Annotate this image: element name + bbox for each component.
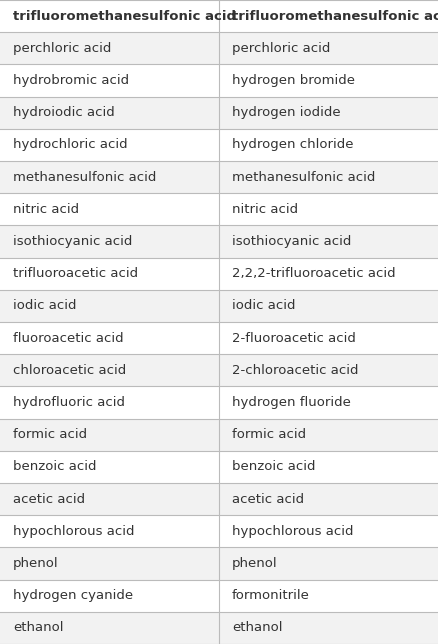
Bar: [0, 258, 219, 290]
Text: isothiocyanic acid: isothiocyanic acid: [13, 235, 133, 248]
Text: trifluoroacetic acid: trifluoroacetic acid: [13, 267, 138, 280]
Text: benzoic acid: benzoic acid: [232, 460, 316, 473]
Bar: [0, 547, 219, 580]
Bar: [0, 580, 219, 612]
Bar: [0, 354, 219, 386]
Text: hydrobromic acid: hydrobromic acid: [13, 74, 129, 87]
Bar: [219, 515, 438, 547]
Bar: [219, 258, 438, 290]
Bar: [219, 193, 438, 225]
Text: fluoroacetic acid: fluoroacetic acid: [13, 332, 124, 345]
Bar: [219, 547, 438, 580]
Text: 2,2,2-trifluoroacetic acid: 2,2,2-trifluoroacetic acid: [232, 267, 396, 280]
Text: ethanol: ethanol: [13, 621, 64, 634]
Bar: [219, 64, 438, 97]
Bar: [219, 290, 438, 322]
Text: hydrochloric acid: hydrochloric acid: [13, 138, 128, 151]
Text: hydrogen bromide: hydrogen bromide: [232, 74, 355, 87]
Text: 2-fluoroacetic acid: 2-fluoroacetic acid: [232, 332, 356, 345]
Bar: [219, 483, 438, 515]
Bar: [0, 64, 219, 97]
Text: hypochlorous acid: hypochlorous acid: [13, 525, 134, 538]
Text: formic acid: formic acid: [232, 428, 306, 441]
Text: hydrogen cyanide: hydrogen cyanide: [13, 589, 133, 602]
Text: 2-chloroacetic acid: 2-chloroacetic acid: [232, 364, 359, 377]
Text: hydrofluoric acid: hydrofluoric acid: [13, 396, 125, 409]
Text: perchloric acid: perchloric acid: [232, 42, 331, 55]
Bar: [0, 515, 219, 547]
Bar: [219, 97, 438, 129]
Bar: [0, 32, 219, 64]
Text: chloroacetic acid: chloroacetic acid: [13, 364, 127, 377]
Bar: [0, 161, 219, 193]
Bar: [0, 0, 219, 32]
Bar: [0, 129, 219, 161]
Text: ethanol: ethanol: [232, 621, 283, 634]
Bar: [219, 322, 438, 354]
Bar: [219, 612, 438, 644]
Text: acetic acid: acetic acid: [13, 493, 85, 506]
Bar: [219, 580, 438, 612]
Bar: [0, 290, 219, 322]
Text: formic acid: formic acid: [13, 428, 87, 441]
Text: trifluoromethanesulfonic acid: trifluoromethanesulfonic acid: [232, 10, 438, 23]
Bar: [219, 161, 438, 193]
Bar: [0, 612, 219, 644]
Bar: [0, 386, 219, 419]
Bar: [219, 225, 438, 258]
Bar: [0, 225, 219, 258]
Text: methanesulfonic acid: methanesulfonic acid: [232, 171, 375, 184]
Bar: [219, 32, 438, 64]
Text: trifluoromethanesulfonic acid: trifluoromethanesulfonic acid: [13, 10, 236, 23]
Bar: [219, 354, 438, 386]
Text: hypochlorous acid: hypochlorous acid: [232, 525, 353, 538]
Bar: [0, 419, 219, 451]
Text: hydrogen fluoride: hydrogen fluoride: [232, 396, 351, 409]
Text: perchloric acid: perchloric acid: [13, 42, 112, 55]
Bar: [219, 129, 438, 161]
Bar: [219, 451, 438, 483]
Text: iodic acid: iodic acid: [13, 299, 77, 312]
Text: benzoic acid: benzoic acid: [13, 460, 97, 473]
Text: hydroiodic acid: hydroiodic acid: [13, 106, 115, 119]
Text: methanesulfonic acid: methanesulfonic acid: [13, 171, 156, 184]
Text: acetic acid: acetic acid: [232, 493, 304, 506]
Bar: [219, 386, 438, 419]
Text: nitric acid: nitric acid: [232, 203, 298, 216]
Text: isothiocyanic acid: isothiocyanic acid: [232, 235, 352, 248]
Bar: [0, 97, 219, 129]
Text: hydrogen iodide: hydrogen iodide: [232, 106, 341, 119]
Text: phenol: phenol: [232, 557, 278, 570]
Bar: [0, 193, 219, 225]
Bar: [0, 451, 219, 483]
Bar: [0, 322, 219, 354]
Text: hydrogen chloride: hydrogen chloride: [232, 138, 353, 151]
Bar: [219, 0, 438, 32]
Text: iodic acid: iodic acid: [232, 299, 296, 312]
Bar: [0, 483, 219, 515]
Text: phenol: phenol: [13, 557, 59, 570]
Bar: [219, 419, 438, 451]
Text: formonitrile: formonitrile: [232, 589, 310, 602]
Text: nitric acid: nitric acid: [13, 203, 79, 216]
